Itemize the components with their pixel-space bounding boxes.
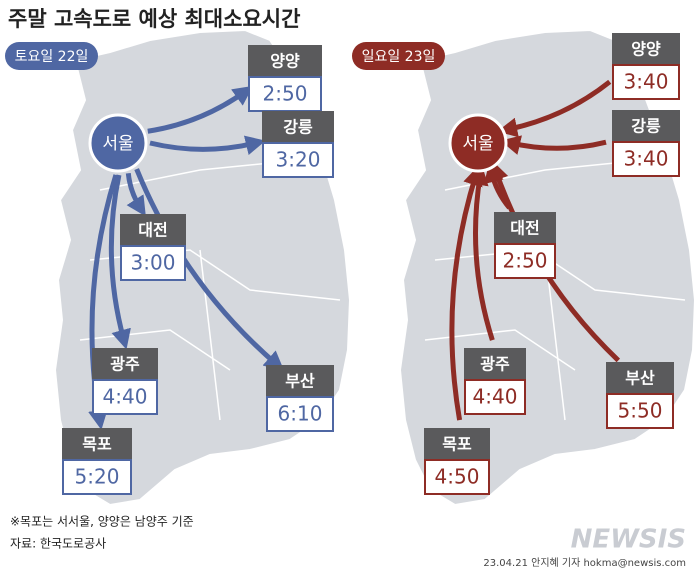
time-value: 2:50 xyxy=(263,82,308,106)
city-box xyxy=(612,33,680,65)
time-value: 2:50 xyxy=(503,249,548,273)
hub-circle xyxy=(88,113,148,173)
route-arrow xyxy=(134,168,285,372)
city-name: 부산 xyxy=(285,372,315,391)
time-box xyxy=(92,379,158,415)
time-value: 5:50 xyxy=(618,399,663,423)
city-name: 광주 xyxy=(110,355,140,374)
region-lines xyxy=(79,159,341,421)
title: 주말 고속도로 예상 최대소요시간 xyxy=(8,7,300,31)
time-value: 3:00 xyxy=(131,251,176,275)
time-box xyxy=(262,142,334,178)
time-value: 6:10 xyxy=(278,402,323,426)
city-box xyxy=(424,428,490,460)
city-name: 대전 xyxy=(510,219,539,238)
time-box xyxy=(120,245,186,281)
region-lines xyxy=(424,159,686,421)
city-name: 양양 xyxy=(270,52,300,71)
time-value: 4:50 xyxy=(435,465,480,489)
route-arrow xyxy=(449,165,483,421)
city-box xyxy=(120,214,186,246)
note: ※목포는 서서울, 양양은 남양주 기준 xyxy=(10,515,194,529)
day-label: 토요일 22일 xyxy=(15,49,89,65)
city-box xyxy=(266,365,334,397)
time-value: 4:40 xyxy=(473,385,518,409)
day-pill xyxy=(352,42,445,70)
route-arrow xyxy=(108,174,131,350)
source: 자료: 한국도로공사 xyxy=(10,537,106,551)
credit: 23.04.21 안지혜 기자 hokma@newsis.com xyxy=(483,557,686,569)
city-box xyxy=(62,428,132,460)
route-arrow xyxy=(125,173,146,217)
time-value: 3:40 xyxy=(624,147,669,171)
city-name: 강릉 xyxy=(631,117,661,136)
logo: NEWSIS xyxy=(571,525,686,555)
time-box xyxy=(464,379,526,415)
city-box xyxy=(92,348,158,380)
city-name: 목포 xyxy=(82,435,112,454)
time-box xyxy=(612,141,680,177)
city-box xyxy=(606,362,674,394)
day-pill xyxy=(5,42,98,70)
time-value: 4:40 xyxy=(103,385,148,409)
hub-circle xyxy=(448,113,508,173)
hub-label: 서울 xyxy=(462,134,493,154)
city-name: 부산 xyxy=(625,369,655,388)
city-name: 대전 xyxy=(138,221,167,240)
route-arrow xyxy=(468,165,495,341)
route-arrow xyxy=(497,79,612,138)
city-box xyxy=(262,111,334,143)
time-value: 5:20 xyxy=(75,465,120,489)
city-name: 양양 xyxy=(631,40,661,59)
time-value: 3:40 xyxy=(624,70,669,94)
time-box xyxy=(62,459,132,495)
city-box xyxy=(494,212,556,244)
time-value: 3:20 xyxy=(276,148,321,172)
route-arrow xyxy=(500,135,607,155)
time-box xyxy=(494,243,556,279)
route-arrow xyxy=(147,85,254,134)
day-label: 일요일 23일 xyxy=(362,49,436,65)
city-name: 목포 xyxy=(442,435,472,454)
time-box xyxy=(612,64,680,100)
city-name: 광주 xyxy=(480,355,510,374)
time-box xyxy=(424,459,490,495)
city-name: 강릉 xyxy=(283,118,313,137)
city-box xyxy=(464,348,526,380)
time-box xyxy=(266,396,334,432)
route-arrow xyxy=(149,135,266,156)
hub-label: 서울 xyxy=(102,134,133,154)
city-box xyxy=(612,110,680,142)
time-box xyxy=(606,393,674,429)
city-box xyxy=(248,45,322,77)
time-box xyxy=(248,76,322,112)
